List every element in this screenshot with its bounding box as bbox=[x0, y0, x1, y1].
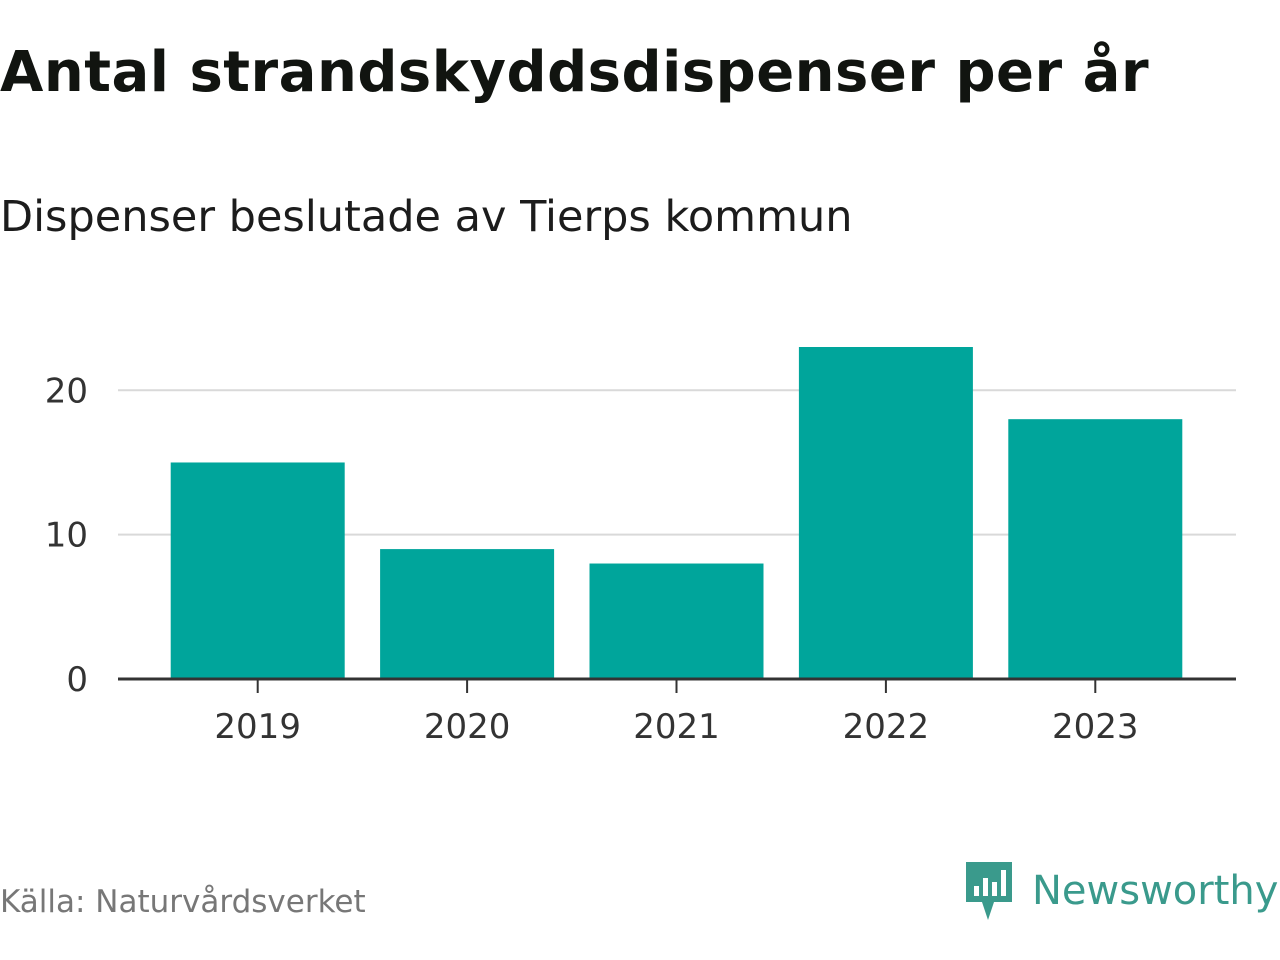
bar-2022 bbox=[798, 347, 973, 679]
bar-2020 bbox=[380, 549, 555, 679]
newsworthy-brand[interactable]: Newsworthy bbox=[964, 860, 1278, 922]
bar-2021 bbox=[589, 563, 764, 679]
source-note: Källa: Naturvårdsverket bbox=[0, 884, 366, 920]
bar-2023 bbox=[1008, 419, 1183, 679]
x-tick-label-2022: 2022 bbox=[843, 707, 930, 747]
y-tick-label-10: 10 bbox=[45, 516, 88, 556]
x-tick-label-2019: 2019 bbox=[214, 707, 301, 747]
newsworthy-logo-icon bbox=[966, 862, 1012, 920]
y-tick-label-20: 20 bbox=[45, 371, 88, 411]
x-tick-label-2020: 2020 bbox=[424, 707, 511, 747]
y-tick-label-0: 0 bbox=[66, 660, 88, 700]
brand-name: Newsworthy bbox=[1032, 868, 1279, 914]
chart-title: Antal strandskyddsdispenser per år bbox=[0, 40, 1150, 105]
x-tick-label-2023: 2023 bbox=[1052, 707, 1139, 747]
chart-subtitle: Dispenser beslutade av Tierps kommun bbox=[0, 192, 853, 242]
x-tick-label-2021: 2021 bbox=[633, 707, 720, 747]
bar-2019 bbox=[170, 462, 345, 679]
